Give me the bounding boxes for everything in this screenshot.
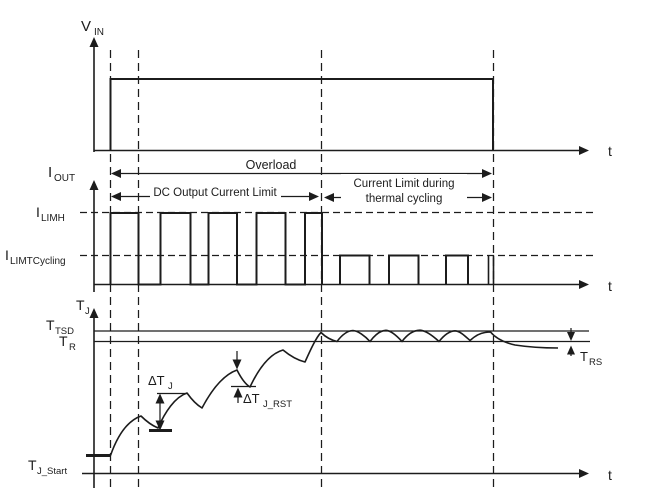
tj-temperature-curve xyxy=(109,329,559,456)
thermal-arrow-left-head xyxy=(324,193,334,202)
iout-panel: Overload DC Output Current Limit Current… xyxy=(5,158,612,294)
delta-tj-rst-down-arrow-head xyxy=(232,359,242,370)
thermal-label-background xyxy=(341,174,467,204)
dc-limit-label-background xyxy=(150,185,281,199)
ilimtcycling-label-subscript: LIMTCycling xyxy=(10,256,66,267)
iout-axis-label-subscript: OUT xyxy=(54,173,75,184)
vin-panel: V IN t xyxy=(81,18,612,159)
vin-axis-label-subscript: IN xyxy=(94,27,104,38)
iout-dc-limit-pulses xyxy=(109,212,323,286)
trs-up-arrow-head xyxy=(567,345,575,355)
vin-time-label: t xyxy=(608,143,612,159)
vin-y-axis-arrowhead xyxy=(89,37,99,47)
vin-axis-label: V xyxy=(81,18,91,35)
tj-time-label: t xyxy=(608,467,612,483)
tr-label-subscript: R xyxy=(69,342,76,353)
trs-label-subscript: RS xyxy=(589,357,602,368)
iout-y-axis-arrowhead xyxy=(89,180,99,190)
delta-tj-label-subscript: J xyxy=(168,381,173,392)
tj-panel: ΔT J ΔT J_RST T RS T J T TSD T R T xyxy=(28,297,612,488)
dc-limit-arrow-right-head xyxy=(309,192,319,201)
vin-t-axis-arrowhead xyxy=(579,146,589,155)
thermal-label-line1: Current Limit during xyxy=(354,178,455,190)
trs-annotation: T RS xyxy=(567,328,602,368)
ilimtcycling-label: I xyxy=(5,247,9,263)
delta-tj-rst-label-subscript: J_RST xyxy=(263,399,292,410)
ttsd-label-subscript: TSD xyxy=(55,326,74,337)
tj-axis-label: T xyxy=(76,297,85,313)
overload-label: Overload xyxy=(246,158,297,172)
delta-tj-arrow-up-head xyxy=(155,393,165,404)
iout-axis-label: I xyxy=(48,164,52,181)
overload-arrow-right-head xyxy=(482,169,492,178)
vin-waveform xyxy=(109,78,494,151)
ttsd-label: T xyxy=(46,317,55,333)
overload-arrow-left-head xyxy=(111,169,121,178)
thermal-cycling-span: Current Limit during thermal cycling xyxy=(324,174,492,205)
tj-axis-label-subscript: J xyxy=(85,306,90,317)
tr-label: T xyxy=(59,333,68,349)
trs-label: T xyxy=(580,349,588,364)
tj-t-axis-arrowhead xyxy=(579,469,589,478)
tj-start-label: T xyxy=(28,457,37,473)
dc-limit-label: DC Output Current Limit xyxy=(153,187,277,199)
iout-t-axis-arrowhead xyxy=(579,280,589,289)
thermal-arrow-right-head xyxy=(482,193,492,202)
delta-tj-annotation: ΔT J xyxy=(148,373,188,432)
ilimh-label: I xyxy=(36,204,40,220)
dashed-guide-lines xyxy=(109,50,495,488)
delta-tj-rst-up-arrow-head xyxy=(233,387,243,398)
iout-thermal-cycling-pulses xyxy=(339,254,469,285)
dc-output-current-limit-span: DC Output Current Limit xyxy=(111,185,319,201)
tj-start-label-subscript: J_Start xyxy=(37,466,67,477)
delta-tj-rst-annotation: ΔT J_RST xyxy=(231,351,292,410)
iout-continuation-break-mark xyxy=(487,255,495,284)
thermal-label-line2: thermal cycling xyxy=(366,193,443,205)
iout-time-label: t xyxy=(608,278,612,294)
tj-y-axis-arrowhead xyxy=(89,308,99,318)
dc-limit-arrow-left-head xyxy=(111,192,121,201)
overload-span: Overload xyxy=(111,158,492,178)
delta-tj-rst-label: ΔT xyxy=(243,391,260,406)
trs-down-arrow-head xyxy=(567,332,575,341)
ilimh-label-subscript: LIMH xyxy=(41,213,65,224)
delta-tj-label: ΔT xyxy=(148,373,165,388)
delta-tj-arrow-down-head xyxy=(155,420,165,431)
